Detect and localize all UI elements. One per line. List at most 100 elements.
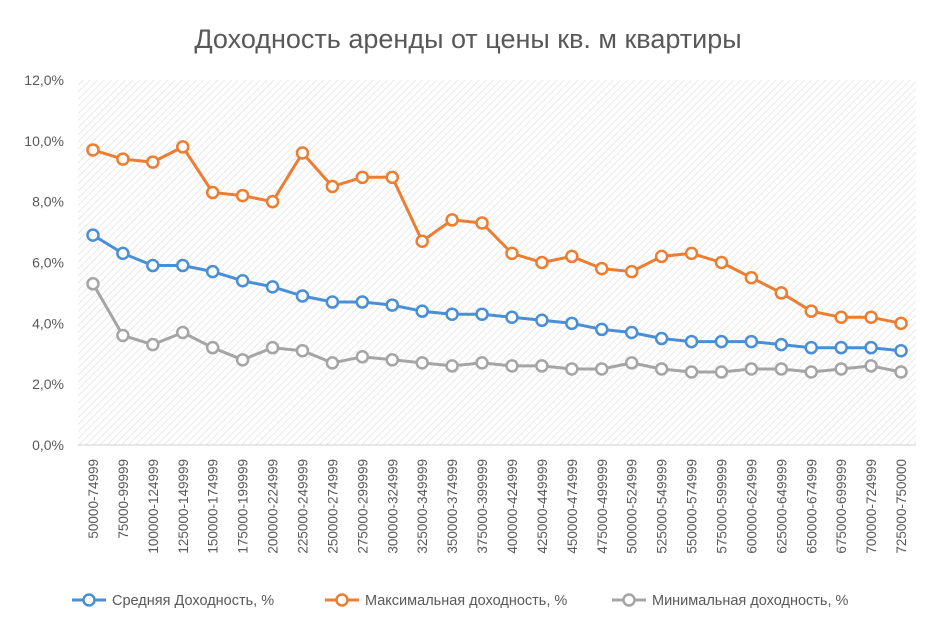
data-point [415, 234, 429, 248]
legend-marker [622, 593, 636, 607]
data-point [804, 304, 818, 318]
x-tick-label: 500000-524999 [625, 459, 640, 554]
x-tick-label: 300000-324999 [385, 459, 400, 554]
data-point [834, 310, 848, 324]
data-point [804, 340, 818, 355]
data-point [654, 249, 669, 264]
series-line [91, 283, 902, 374]
data-point [804, 365, 818, 379]
data-point [415, 356, 429, 370]
legend-label: Максимальная доходность, % [365, 593, 567, 609]
chart-title: Доходность аренды от цены кв. м квартиры [194, 24, 741, 54]
legend-item: Минимальная доходность, % [612, 593, 849, 609]
data-point [146, 155, 160, 169]
data-point [595, 261, 609, 276]
x-tick-label: 125000-149999 [176, 459, 191, 554]
data-point [505, 359, 519, 373]
x-tick-label: 400000-424999 [505, 459, 520, 554]
data-point [265, 340, 280, 355]
data-point [744, 270, 759, 285]
data-point [654, 331, 669, 346]
data-point [475, 356, 489, 370]
x-tick-label: 50000-74999 [86, 459, 101, 539]
x-tick-label: 225000-249999 [295, 459, 310, 554]
legend-item: Максимальная доходность, % [325, 593, 567, 609]
legend-marker [335, 593, 349, 607]
data-point [864, 340, 878, 355]
data-point [445, 359, 459, 373]
data-point [864, 310, 878, 324]
legend-label: Средняя Доходность, % [112, 593, 274, 609]
data-point [176, 140, 190, 154]
x-tick-label: 675000-699999 [834, 459, 849, 554]
x-tick-label: 75000-99999 [116, 459, 131, 539]
data-point [565, 362, 579, 376]
data-point [355, 295, 370, 309]
data-point [116, 328, 130, 343]
data-point [86, 228, 100, 242]
data-point [684, 365, 699, 379]
series-line [92, 233, 902, 353]
data-point [565, 249, 579, 264]
x-tick-label: 375000-399999 [475, 459, 490, 554]
data-point [774, 286, 789, 300]
data-point [834, 340, 848, 355]
data-point [235, 274, 250, 288]
data-point [325, 356, 340, 370]
y-tick-label: 2,0% [32, 376, 64, 392]
plot-area [78, 80, 916, 445]
series-2 [86, 140, 908, 331]
data-point [774, 362, 789, 376]
data-point [744, 362, 759, 376]
x-tick-label: 600000-624999 [744, 459, 759, 554]
x-tick-label: 150000-174999 [206, 459, 221, 554]
x-tick-label: 200000-224999 [266, 459, 281, 554]
data-point [205, 185, 220, 200]
data-point [295, 343, 310, 358]
data-point [265, 194, 280, 209]
x-tick-label: 575000-599999 [714, 459, 729, 554]
data-point [146, 258, 160, 273]
data-point [565, 316, 579, 331]
data-point [624, 264, 639, 279]
data-point [624, 325, 639, 340]
data-point [176, 258, 190, 273]
data-point [894, 343, 908, 358]
data-point [355, 350, 370, 364]
data-point [834, 362, 848, 376]
data-point [475, 216, 489, 230]
x-tick-label: 550000-574999 [685, 459, 700, 554]
x-tick-label: 450000-474999 [565, 459, 580, 554]
data-point [684, 246, 699, 261]
series-layer [86, 140, 908, 379]
data-point [505, 246, 519, 261]
data-point [86, 277, 100, 291]
data-point [385, 353, 399, 367]
data-point [295, 289, 310, 303]
data-point [744, 334, 759, 349]
data-point [445, 307, 459, 321]
data-point [624, 356, 639, 370]
data-point [146, 337, 160, 352]
y-tick-label: 6,0% [32, 255, 64, 271]
data-point [385, 298, 399, 312]
data-point [774, 337, 789, 352]
y-tick-label: 10,0% [24, 133, 64, 149]
x-tick-label: 525000-549999 [655, 459, 670, 554]
data-point [265, 280, 280, 294]
x-tick-label: 475000-499999 [595, 459, 610, 554]
data-point [714, 255, 729, 270]
data-point [505, 310, 519, 324]
y-axis-ticks: 0,0% 2,0% 4,0% 6,0% 8,0% 10,0% 12,0% [24, 72, 64, 453]
series-1 [86, 228, 908, 358]
data-point [535, 313, 549, 328]
x-tick-label: 425000-449999 [535, 459, 550, 554]
data-point [684, 334, 699, 349]
legend-item: Средняя Доходность, % [72, 593, 274, 609]
legend-label: Минимальная доходность, % [652, 593, 849, 609]
x-tick-label: 650000-674999 [804, 459, 819, 554]
series-line [92, 145, 902, 325]
y-tick-label: 12,0% [24, 72, 64, 88]
